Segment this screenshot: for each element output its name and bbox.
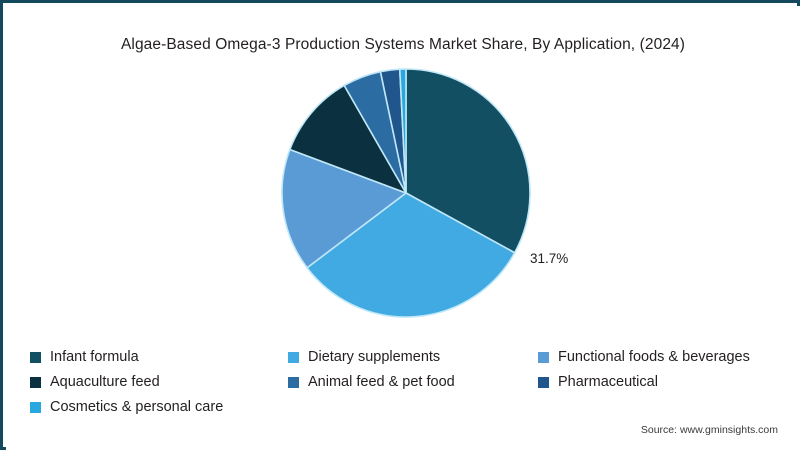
pie-slice[interactable] [305, 192, 516, 318]
source-attribution: Source: www.gminsights.com [640, 424, 778, 436]
legend-swatch-icon [30, 376, 41, 388]
pie-slice-group [281, 68, 531, 318]
legend-item-label: Functional foods & beverages [558, 349, 750, 365]
pie-slice[interactable] [398, 68, 407, 194]
legend-swatch-icon [30, 401, 41, 413]
legend-row: Aquaculture feed Animal feed & pet food … [30, 373, 786, 395]
legend-item-label: Pharmaceutical [558, 374, 658, 390]
legend-item-dietary-supplements[interactable]: Dietary supplements [288, 348, 538, 366]
pie-data-label: 31.7% [530, 251, 569, 266]
legend-item-label: Aquaculture feed [50, 374, 160, 390]
legend-swatch-icon [538, 351, 549, 363]
chart-canvas: Algae-Based Omega-3 Production Systems M… [6, 6, 800, 450]
legend-row: Cosmetics & personal care [30, 398, 786, 420]
legend-item-animal-feed-pet-food[interactable]: Animal feed & pet food [288, 373, 538, 391]
legend-swatch-icon [30, 351, 41, 363]
pie-svg [281, 68, 531, 318]
pie-slice[interactable] [405, 68, 531, 254]
legend-item-label: Animal feed & pet food [308, 374, 455, 390]
legend-item-label: Dietary supplements [308, 349, 441, 365]
pie-slice[interactable] [281, 148, 408, 269]
legend-item-label: Infant formula [50, 349, 139, 365]
pie-slice[interactable] [288, 84, 408, 195]
legend-item-infant-formula[interactable]: Infant formula [30, 348, 288, 366]
legend-item-functional-foods-beverages[interactable]: Functional foods & beverages [538, 348, 786, 366]
legend-item-aquaculture-feed[interactable]: Aquaculture feed [30, 373, 288, 391]
legend-item-pharmaceutical[interactable]: Pharmaceutical [538, 373, 786, 391]
page-title: Algae-Based Omega-3 Production Systems M… [120, 36, 686, 53]
legend-row: Infant formula Dietary supplements Funct… [30, 348, 786, 370]
legend-swatch-icon [538, 376, 549, 388]
legend-item-label: Cosmetics & personal care [50, 399, 224, 415]
pie-chart: 31.7% [6, 68, 800, 330]
legend-swatch-icon [288, 351, 299, 363]
legend-swatch-icon [288, 376, 299, 388]
legend: Infant formula Dietary supplements Funct… [30, 348, 786, 423]
legend-item-cosmetics-personal-care[interactable]: Cosmetics & personal care [30, 398, 288, 416]
